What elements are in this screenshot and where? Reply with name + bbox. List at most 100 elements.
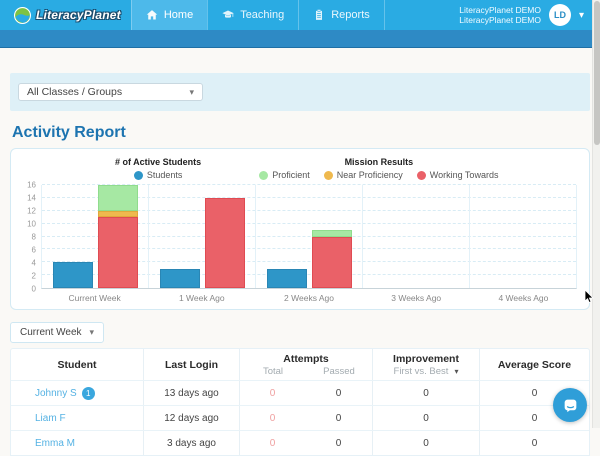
main-tabs: Home Teaching Reports <box>130 0 385 30</box>
page-scrollbar[interactable] <box>592 0 600 428</box>
cell-attempts-passed: 0 <box>335 387 342 399</box>
chart-category <box>42 185 148 288</box>
gridline <box>42 184 576 185</box>
legend-dot-icon <box>133 170 143 180</box>
chevron-down-icon[interactable]: ▾ <box>578 9 584 21</box>
y-axis-tick-label: 14 <box>27 193 36 203</box>
legend-item-working-towards[interactable]: Working Towards <box>416 170 498 180</box>
brand-title: LiteracyPlanet <box>36 8 121 22</box>
legend-group-title: Mission Results <box>344 157 414 167</box>
gridline <box>42 196 576 198</box>
student-count-badge[interactable]: 1 <box>81 386 95 400</box>
bar-segment-proficient[interactable] <box>97 185 138 211</box>
bar-students[interactable] <box>159 268 200 288</box>
subcolumn-first-vs-best: First vs. Best ▾ <box>393 365 459 377</box>
chart-category <box>362 185 469 288</box>
legend-item-proficient[interactable]: Proficient <box>259 170 310 180</box>
cell-average-score: 0 <box>479 406 589 430</box>
student-name-link[interactable]: Liam F <box>35 412 66 424</box>
legend-group: # of Active Students Students <box>115 157 201 180</box>
legend-dot-icon <box>416 170 426 180</box>
column-header-improvement[interactable]: Improvement First vs. Best ▾ <box>372 349 479 380</box>
cell-improvement: 0 <box>372 406 479 430</box>
y-axis-tick-label: 10 <box>27 219 36 229</box>
gridline <box>42 248 576 250</box>
scrollbar-thumb[interactable] <box>594 1 600 145</box>
bar-segment-working-towards[interactable] <box>311 236 352 288</box>
bar-segment-proficient[interactable] <box>311 230 352 237</box>
bar-segment-working-towards[interactable] <box>204 197 245 288</box>
account-menu[interactable]: LiteracyPlanet DEMO LiteracyPlanet DEMO … <box>459 0 600 30</box>
cell-student: Liam F <box>11 406 143 430</box>
cell-attempts-passed: 0 <box>335 437 342 449</box>
cell-average-score: 0 <box>479 431 589 455</box>
y-axis-tick-label: 12 <box>27 206 36 216</box>
column-header-attempts[interactable]: Attempts Total Passed <box>239 349 372 380</box>
reports-icon <box>316 9 323 20</box>
bar-segment-near-proficiency[interactable] <box>97 210 138 218</box>
week-filter-select[interactable]: Current Week ▾ <box>10 322 105 343</box>
legend-item-label: Near Proficiency <box>336 170 403 180</box>
bar-group <box>149 185 255 288</box>
legend-items: Students <box>133 170 183 180</box>
cell-student: Johnny S 1 <box>11 381 143 405</box>
gridline <box>42 274 576 276</box>
table-header: Student Last Login Attempts Total Passed… <box>11 349 589 380</box>
column-header-last-login[interactable]: Last Login <box>143 349 239 380</box>
chart-plot <box>41 184 577 289</box>
chart-legend: # of Active Students Students Mission Resu… <box>15 157 583 180</box>
gridline <box>42 222 576 224</box>
chart-category <box>148 185 255 288</box>
students-table: Student Last Login Attempts Total Passed… <box>10 348 590 456</box>
legend-item-near-proficiency[interactable]: Near Proficiency <box>323 170 403 180</box>
class-filter-panel: All Classes / Groups ▾ <box>10 73 590 111</box>
legend-items: Proficient Near Proficiency Working Toward… <box>259 170 498 180</box>
chevron-down-icon[interactable]: ▾ <box>454 366 459 376</box>
bar-students[interactable] <box>52 262 93 288</box>
legend-item-label: Proficient <box>272 170 310 180</box>
x-axis-category-label: Current Week <box>68 293 121 303</box>
legend-item-label: Students <box>146 170 183 180</box>
table-row: Liam F 12 days ago 0 0 0 0 <box>11 405 589 430</box>
y-axis-tick-label: 8 <box>31 232 36 242</box>
bar-segment-working-towards[interactable] <box>97 217 138 288</box>
activity-chart-card: # of Active Students Students Mission Resu… <box>10 148 590 310</box>
literacyplanet-globe-icon <box>14 6 31 24</box>
chat-launcher-button[interactable] <box>553 388 587 422</box>
cell-last-login: 12 days ago <box>143 406 239 430</box>
subcolumn-total: Total <box>262 365 284 377</box>
class-group-select[interactable]: All Classes / Groups ▾ <box>18 83 203 101</box>
column-header-average-score[interactable]: Average Score <box>479 349 589 380</box>
chart-x-labels: Current Week 1 Week Ago 2 Weeks Ago 3 Weeks… <box>41 293 577 303</box>
y-axis-tick-label: 16 <box>27 180 36 190</box>
y-axis-tick-label: 0 <box>31 284 36 294</box>
legend-group-title: # of Active Students <box>115 157 202 167</box>
legend-dot-icon <box>259 170 269 180</box>
table-body: Johnny S 1 13 days ago 0 0 0 0 Liam F 12 days ag… <box>11 380 589 455</box>
gridline <box>42 261 576 263</box>
cell-attempts-total: 0 <box>239 381 305 405</box>
legend-group: Mission Results Proficient Near Proficienc… <box>259 157 498 180</box>
tab-teaching-label: Teaching <box>240 9 285 21</box>
legend-item-students[interactable]: Students <box>133 170 183 180</box>
chart-area: 0 2 4 6 8 10 12 14 16 <box>15 181 583 294</box>
subheader-band <box>0 30 600 48</box>
bar-missions-stack <box>97 185 138 288</box>
cell-improvement: 0 <box>372 431 479 455</box>
bar-students[interactable] <box>266 268 307 288</box>
column-header-student[interactable]: Student <box>57 358 97 371</box>
account-line-2: LiteracyPlanet DEMO <box>459 15 541 25</box>
bar-missions-stack <box>204 185 245 288</box>
tab-teaching[interactable]: Teaching <box>207 0 298 30</box>
cell-attempts-total: 0 <box>239 406 305 430</box>
chevron-down-icon: ▾ <box>189 86 194 97</box>
class-group-selected-value: All Classes / Groups <box>27 86 123 98</box>
student-name-link[interactable]: Emma M <box>35 437 75 449</box>
tab-reports[interactable]: Reports <box>298 0 385 30</box>
bar-missions-stack <box>311 185 352 288</box>
avatar[interactable]: LD <box>548 4 571 26</box>
literacyplanet-logo[interactable]: LiteracyPlanet <box>0 0 131 30</box>
student-name-link[interactable]: Johnny S <box>35 387 77 399</box>
teaching-icon <box>222 10 234 18</box>
tab-home[interactable]: Home <box>130 0 208 30</box>
